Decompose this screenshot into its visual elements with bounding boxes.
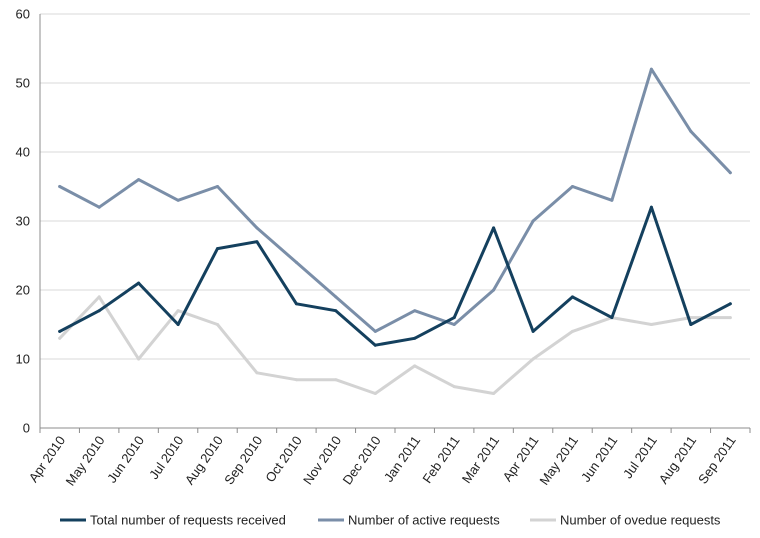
x-tick-label: Oct 2010 (262, 433, 305, 485)
data-point (413, 309, 417, 313)
y-tick-label: 10 (16, 352, 30, 367)
data-point (97, 309, 101, 313)
y-tick-label: 30 (16, 214, 30, 229)
data-point (137, 281, 141, 285)
x-tick-label: Jul 2011 (620, 433, 660, 481)
data-point (531, 329, 535, 333)
data-point (294, 302, 298, 306)
data-point (255, 371, 259, 375)
data-point (571, 329, 574, 333)
data-point (689, 323, 693, 326)
x-tick-label: Jul 2010 (146, 433, 186, 482)
data-point (294, 378, 298, 382)
y-tick-label: 40 (16, 145, 30, 160)
x-tick-label: Jun 2010 (104, 433, 147, 485)
y-tick-label: 60 (16, 7, 30, 22)
data-point (137, 357, 141, 361)
series-line-3 (58, 295, 732, 395)
x-tick-label: Nov 2010 (300, 433, 344, 487)
data-point (610, 316, 614, 320)
data-point (531, 357, 535, 361)
x-tick-label: May 2010 (63, 433, 108, 488)
data-point (294, 260, 298, 264)
x-tick-label: May 2011 (536, 433, 580, 488)
data-point (373, 329, 377, 333)
data-point (334, 295, 338, 299)
legend-label: Total number of requests received (90, 513, 286, 528)
data-point (531, 219, 535, 223)
x-tick-label: Feb 2011 (419, 433, 462, 486)
data-point (728, 302, 732, 306)
data-point (492, 392, 496, 395)
data-point (689, 129, 693, 133)
data-point (216, 185, 219, 188)
data-point (492, 226, 496, 230)
data-point (216, 247, 219, 251)
data-point (413, 364, 417, 368)
legend-label: Number of active requests (348, 513, 500, 528)
data-point (58, 329, 62, 333)
data-point (452, 385, 456, 389)
series-lines (58, 67, 732, 395)
data-point (255, 226, 259, 230)
y-tick-label: 0 (23, 421, 30, 436)
data-point (452, 316, 456, 320)
x-tick-label: Jun 2011 (578, 433, 620, 485)
x-tick-label: Apr 2010 (26, 433, 69, 485)
data-point (413, 336, 417, 340)
data-point (610, 198, 614, 202)
y-tick-label: 50 (16, 76, 30, 91)
data-point (649, 205, 653, 209)
data-point (649, 67, 653, 71)
data-point (58, 336, 62, 340)
axes (39, 14, 751, 433)
data-point (571, 185, 574, 188)
legend-label: Number of ovedue requests (560, 513, 721, 528)
data-point (452, 323, 456, 326)
legend: Total number of requests received Number … (60, 513, 721, 528)
data-point (728, 171, 732, 175)
data-point (176, 309, 180, 313)
x-tick-label: Aug 2011 (656, 433, 700, 486)
y-tick-labels: 0 10 20 30 40 50 60 (16, 7, 30, 436)
x-tick-label: Aug 2010 (182, 433, 226, 487)
data-point (571, 295, 574, 299)
data-point (97, 295, 101, 299)
data-point (216, 323, 219, 326)
series-line-2 (58, 67, 732, 333)
x-tick-label: Mar 2011 (459, 433, 502, 486)
x-tick-label: Jan 2011 (381, 433, 423, 485)
grid-lines (40, 13, 750, 360)
data-point (728, 316, 732, 320)
data-point (97, 205, 101, 209)
data-point (176, 198, 180, 202)
data-point (137, 178, 141, 182)
data-point (176, 323, 180, 326)
y-tick-label: 20 (16, 283, 30, 298)
data-point (373, 343, 377, 347)
x-tick-label: Apr 2011 (500, 433, 542, 484)
data-point (649, 323, 653, 326)
data-point (373, 392, 377, 395)
data-point (334, 309, 338, 313)
x-tick-label: Sep 2011 (695, 433, 739, 486)
series-line-1 (58, 205, 732, 347)
x-tick-label: Sep 2010 (221, 433, 265, 487)
data-point (255, 240, 259, 244)
data-point (492, 288, 496, 292)
data-point (58, 185, 62, 188)
x-tick-label: Dec 2010 (340, 433, 384, 487)
data-point (334, 378, 338, 382)
